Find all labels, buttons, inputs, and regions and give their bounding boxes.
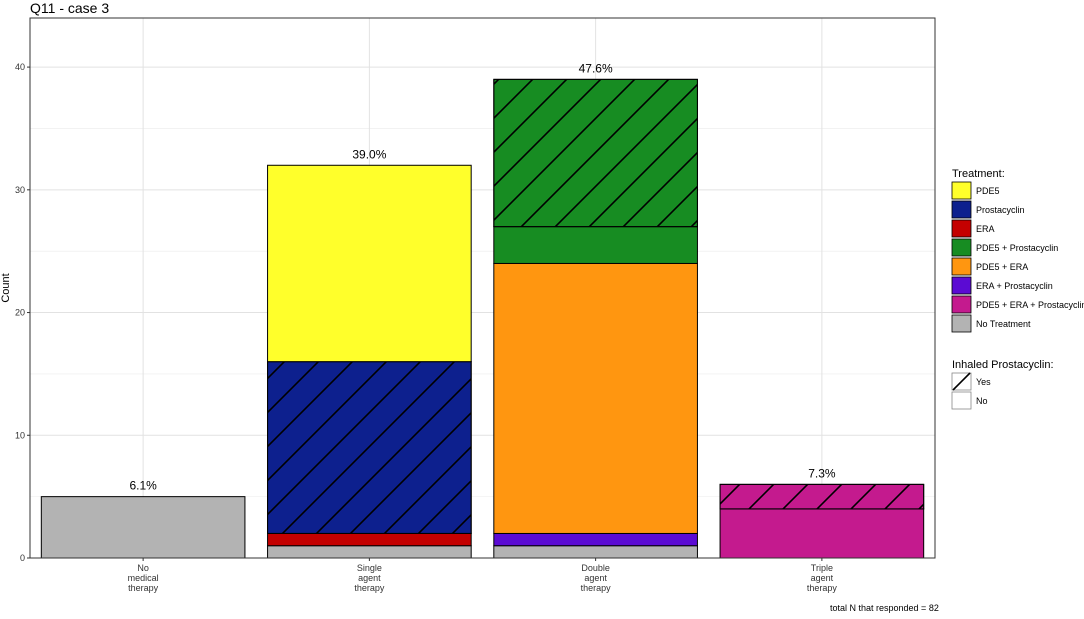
bar-segment — [267, 545, 472, 559]
legend-swatch — [951, 314, 972, 333]
legend-swatch — [951, 391, 972, 410]
legend-swatch — [951, 295, 972, 314]
bar-segment — [267, 532, 472, 547]
legend-label: ERA — [976, 224, 995, 234]
y-tick-label: 0 — [20, 553, 25, 563]
legend-label: PDE5 + ERA + Prostacyclin — [976, 300, 1084, 310]
legend-label: No — [976, 396, 988, 406]
legend-swatch — [951, 238, 972, 257]
y-tick-label: 20 — [15, 308, 25, 318]
legend-label: PDE5 + ERA — [976, 262, 1028, 272]
bar-segment — [719, 508, 925, 559]
x-tick-label: therapy — [354, 583, 385, 593]
percent-label: 7.3% — [808, 466, 836, 480]
bar-segment — [493, 532, 698, 547]
legend-swatch — [951, 219, 972, 238]
bar-segment — [493, 226, 698, 264]
x-tick-label: Triple — [811, 563, 833, 573]
x-tick-label: agent — [358, 573, 381, 583]
legend-label: No Treatment — [976, 319, 1031, 329]
plot-panel — [30, 18, 935, 558]
percent-label: 47.6% — [579, 61, 613, 75]
legend-swatch — [951, 276, 972, 295]
legend-label: Prostacyclin — [976, 205, 1025, 215]
x-tick-label: agent — [584, 573, 607, 583]
bar-hatch — [267, 361, 472, 534]
legend-swatch — [951, 200, 972, 219]
bar-hatch — [719, 483, 925, 510]
x-tick-label: medical — [128, 573, 159, 583]
percent-label: 39.0% — [352, 147, 386, 161]
y-tick-label: 30 — [15, 185, 25, 195]
y-tick-label: 10 — [15, 430, 25, 440]
legend-label: ERA + Prostacyclin — [976, 281, 1053, 291]
legend-title-treatment: Treatment: — [952, 168, 1005, 180]
legend-swatch — [951, 181, 972, 200]
bar-segment — [40, 496, 246, 559]
x-tick-label: therapy — [807, 583, 838, 593]
chart-title: Q11 - case 3 — [30, 0, 110, 16]
x-tick-label: Double — [581, 563, 610, 573]
legend-label: PDE5 — [976, 186, 1000, 196]
legend-label: PDE5 + Prostacyclin — [976, 243, 1058, 253]
bar-hatch — [493, 78, 698, 228]
y-tick-label: 40 — [15, 62, 25, 72]
bar-segment — [493, 545, 698, 559]
x-tick-label: No — [137, 563, 149, 573]
x-tick-label: therapy — [581, 583, 612, 593]
footnote: total N that responded = 82 — [830, 603, 939, 613]
y-axis-label: Count — [0, 273, 12, 302]
legend-swatch — [951, 257, 972, 276]
legend-title-inhaled: Inhaled Prostacyclin: — [952, 359, 1054, 371]
legend-hatch-line — [952, 372, 971, 391]
plot-border — [29, 17, 936, 559]
x-tick-label: Single — [357, 563, 382, 573]
bar-segment — [267, 164, 472, 363]
percent-label: 6.1% — [129, 479, 157, 493]
x-tick-label: therapy — [128, 583, 159, 593]
bar-segment — [493, 262, 698, 534]
x-tick-label: agent — [811, 573, 834, 583]
legend-label: Yes — [976, 377, 991, 387]
